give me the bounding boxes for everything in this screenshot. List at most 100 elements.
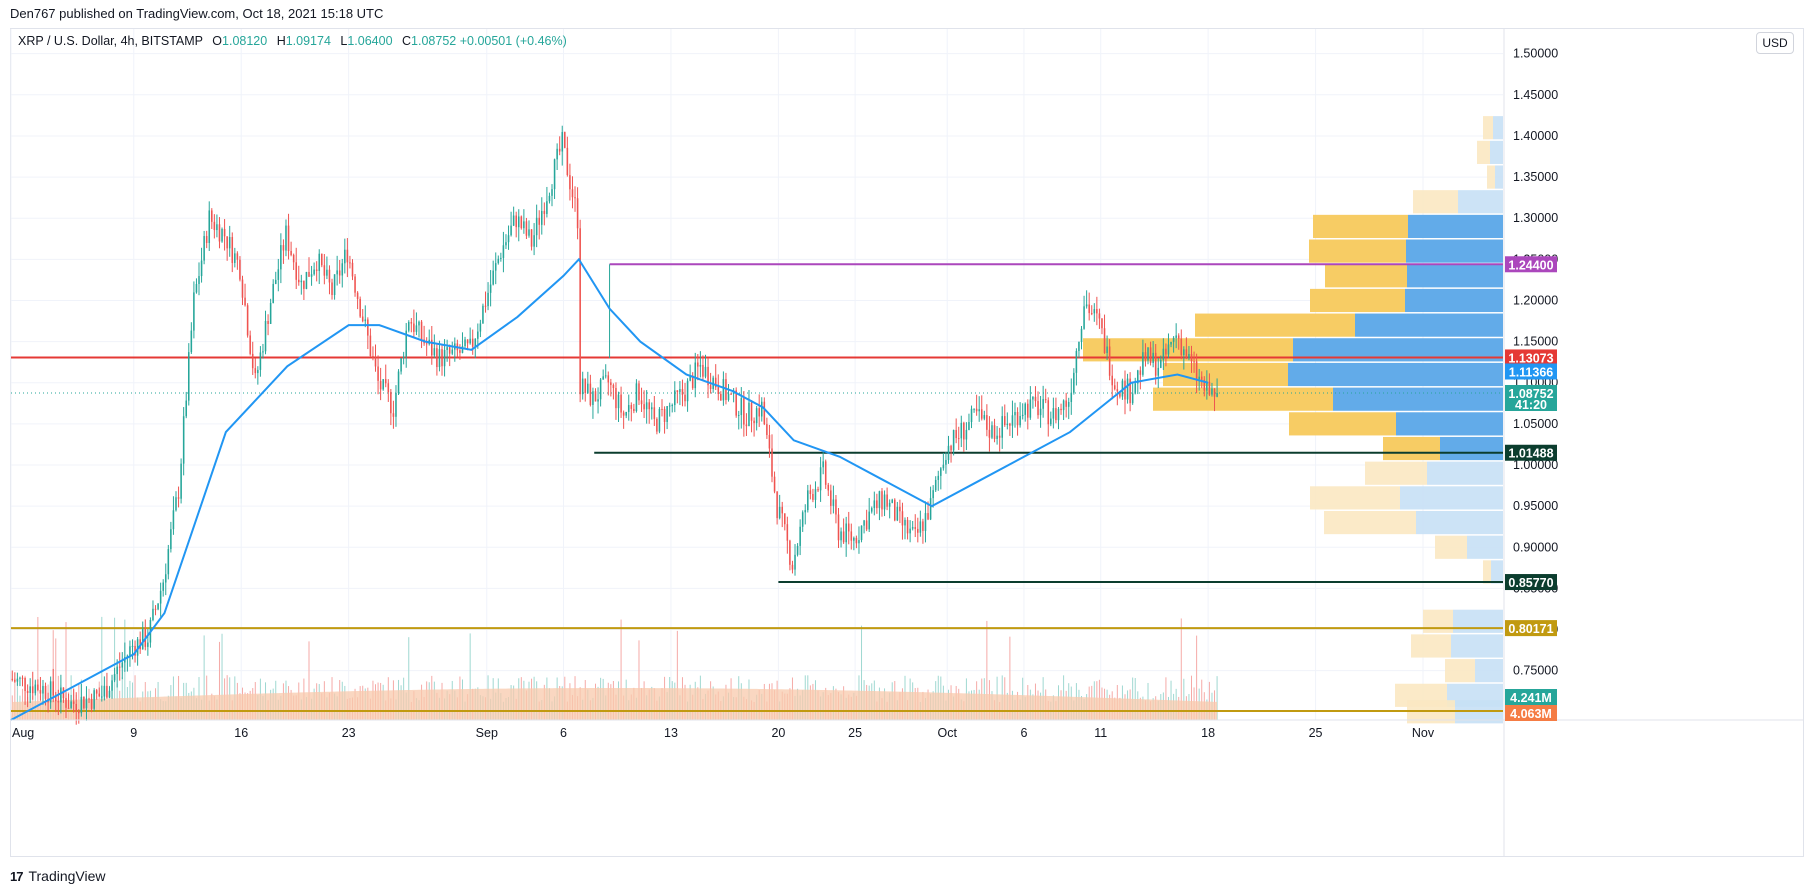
candle-body xyxy=(671,405,674,407)
candle-body xyxy=(622,412,625,416)
candle-body xyxy=(1190,353,1193,362)
candle-body xyxy=(180,463,182,499)
candle-body xyxy=(753,420,755,424)
candle-body xyxy=(159,590,162,604)
candle-body xyxy=(395,393,397,417)
candle-body xyxy=(983,415,986,419)
candle-body xyxy=(998,435,1001,438)
vp-buy-bar xyxy=(1423,609,1453,633)
candle-body xyxy=(878,491,881,509)
candle-body xyxy=(14,679,16,682)
candle-body xyxy=(1032,396,1034,400)
candle-body xyxy=(500,257,502,259)
candle-body xyxy=(484,305,487,307)
candle-body xyxy=(576,198,579,229)
candle-body xyxy=(305,271,308,289)
candle-body xyxy=(543,210,546,214)
x-tick-label: 16 xyxy=(234,726,248,740)
candle-body xyxy=(338,270,341,276)
candle-body xyxy=(592,391,594,405)
candle-body xyxy=(374,357,377,367)
candle-body xyxy=(661,408,663,410)
candle-body xyxy=(34,684,37,694)
candle-body xyxy=(697,362,699,367)
candle-body xyxy=(482,305,484,324)
candle-body xyxy=(794,554,796,570)
candle-body xyxy=(1090,313,1093,315)
candle-body xyxy=(1124,380,1126,400)
candle-body xyxy=(528,229,530,236)
time-axis: Aug 9 16 23 Sep 6 13 20 25 Oct 6 11 18 25 Nov xyxy=(11,719,1804,740)
candle-body xyxy=(228,237,231,249)
candle-body xyxy=(1042,399,1044,409)
level-tag xyxy=(1505,444,1557,461)
vp-buy-bar xyxy=(1477,140,1490,164)
vp-sell-bar xyxy=(1355,313,1503,337)
price-tag xyxy=(1505,384,1557,411)
candle-body xyxy=(789,540,791,565)
vp-sell-bar xyxy=(1416,510,1503,535)
candle-body xyxy=(970,408,973,423)
candle-body xyxy=(1029,399,1032,418)
candle-body xyxy=(1021,414,1024,417)
candle-body xyxy=(1093,309,1096,314)
candle-body xyxy=(517,216,520,228)
price-tag-countdown: 41:20 xyxy=(1515,398,1547,412)
candle-body xyxy=(840,531,842,541)
candle-body xyxy=(714,377,717,388)
candle-body xyxy=(993,425,996,439)
candle-body xyxy=(827,484,830,491)
candle-body xyxy=(431,339,433,356)
legend-close: 1.08752 xyxy=(411,34,457,48)
candle-body xyxy=(945,460,947,465)
candle-body xyxy=(822,461,824,468)
vp-sell-bar xyxy=(1495,165,1503,189)
candle-body xyxy=(113,674,116,681)
candle-body xyxy=(934,479,937,491)
candle-body xyxy=(1047,400,1050,425)
vp-sell-bar xyxy=(1406,239,1503,263)
candle-body xyxy=(512,215,515,226)
candle-body xyxy=(1057,408,1060,421)
candle-body xyxy=(1193,361,1195,363)
candle-body xyxy=(328,269,331,283)
candle-body xyxy=(635,383,638,412)
brand[interactable]: 17 TradingView xyxy=(10,868,106,884)
volume-tag-label: 4.063M xyxy=(1510,707,1552,721)
vp-sell-bar xyxy=(1458,190,1503,214)
level-tag xyxy=(1505,620,1557,637)
candle-body xyxy=(441,349,443,367)
legend-low: 1.06400 xyxy=(347,34,393,48)
y-tick-label: 1.40000 xyxy=(1513,129,1558,143)
candle-body xyxy=(643,404,645,410)
candle-body xyxy=(1162,348,1165,360)
volume-tag-label: 4.241M xyxy=(1510,691,1552,705)
candle-body xyxy=(1116,389,1119,392)
candle-body xyxy=(597,399,599,402)
candle-body xyxy=(251,353,254,369)
vp-buy-bar xyxy=(1310,486,1400,510)
candle-body xyxy=(888,502,891,507)
candle-body xyxy=(599,379,602,400)
candle-body xyxy=(267,320,269,324)
candle-body xyxy=(323,265,326,276)
candle-body xyxy=(367,319,369,336)
legend-high: 1.09174 xyxy=(285,34,331,48)
currency-button[interactable]: USD xyxy=(1756,32,1794,54)
candle-body xyxy=(850,531,853,541)
candle-body xyxy=(1083,306,1085,329)
candle-body xyxy=(689,375,691,381)
candle-body xyxy=(633,408,635,412)
candle-body xyxy=(904,519,906,526)
vp-buy-bar xyxy=(1324,510,1416,535)
candle-body xyxy=(830,490,832,506)
candle-body xyxy=(290,251,292,255)
candle-body xyxy=(919,521,922,533)
candle-body xyxy=(502,245,505,258)
tradingview-logo-icon: 17 xyxy=(10,868,24,884)
candle-body xyxy=(26,690,29,694)
candle-body xyxy=(638,383,640,401)
candle-body xyxy=(581,378,584,395)
vp-buy-bar xyxy=(1483,560,1491,584)
